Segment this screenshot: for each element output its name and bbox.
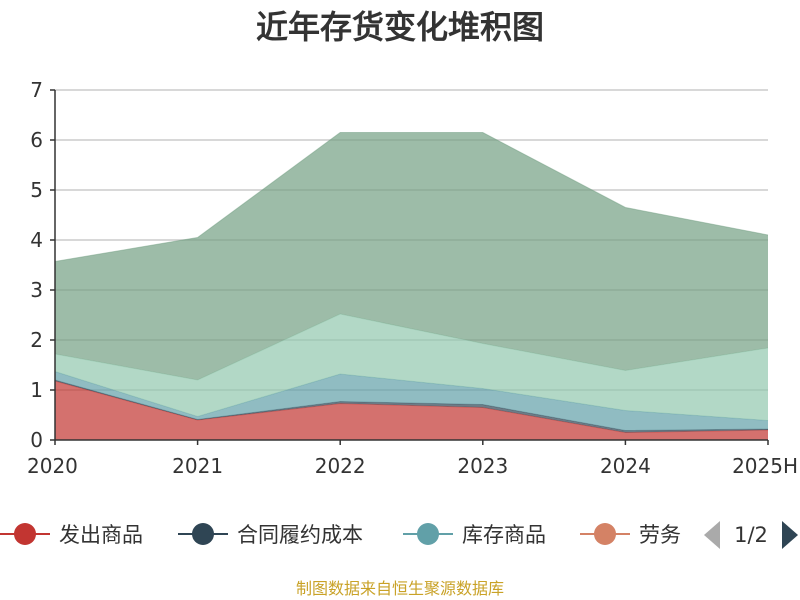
axes: 0 1 2 3 4 5 6 7 2020 2021 2022 2023 2024 2025H <box>27 78 798 478</box>
legend-item[interactable]: 劳务 <box>580 523 681 547</box>
x-tick-label: 2022 <box>315 454 366 478</box>
y-tick-label: 3 <box>30 278 43 302</box>
area-series <box>54 132 769 440</box>
area-series-2 <box>55 371 768 431</box>
area-series-5 <box>55 132 768 380</box>
area-series-line-5 <box>54 132 769 262</box>
legend-marker-icon <box>14 523 36 545</box>
y-tick-label: 0 <box>30 428 43 452</box>
legend-item[interactable]: 发出商品 <box>0 523 143 547</box>
y-tick-label: 2 <box>30 328 43 352</box>
legend-item[interactable]: 合同履约成本 <box>178 523 363 547</box>
x-tick-label: 2024 <box>600 454 651 478</box>
x-tick-label: 2021 <box>172 454 223 478</box>
legend-label: 库存商品 <box>462 523 546 547</box>
chart-title: 近年存货变化堆积图 <box>256 8 544 46</box>
pager-prev-arrow-icon[interactable] <box>704 521 720 549</box>
area-series-4 <box>55 314 768 421</box>
x-tick-label: 2020 <box>27 454 78 478</box>
pager-label: 1/2 <box>734 523 768 547</box>
legend-marker-icon <box>594 523 616 545</box>
x-tick-label: 2025H <box>732 454 798 478</box>
y-tick-label: 5 <box>30 178 43 202</box>
legend-label: 发出商品 <box>59 523 143 547</box>
legend-label: 合同履约成本 <box>237 523 363 547</box>
legend: 发出商品 合同履约成本 库存商品 劳务 <box>0 523 681 547</box>
legend-pager: 1/2 <box>704 521 798 549</box>
legend-marker-icon <box>417 523 439 545</box>
y-tick-label: 6 <box>30 128 43 152</box>
y-tick-label: 1 <box>30 378 43 402</box>
x-tick-label: 2023 <box>457 454 508 478</box>
legend-item[interactable]: 库存商品 <box>403 523 546 547</box>
legend-label: 劳务 <box>639 523 681 547</box>
y-tick-label: 4 <box>30 228 43 252</box>
area-series-0 <box>55 381 768 440</box>
legend-marker-icon <box>192 523 214 545</box>
y-tick-label: 7 <box>30 78 43 102</box>
pager-next-arrow-icon[interactable] <box>782 521 798 549</box>
data-source: 制图数据来自恒生聚源数据库 <box>296 579 504 598</box>
